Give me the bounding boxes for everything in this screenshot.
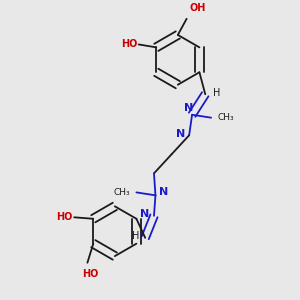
Text: N: N — [176, 129, 185, 139]
Text: OH: OH — [190, 3, 206, 13]
Text: CH₃: CH₃ — [113, 188, 130, 197]
Text: H: H — [213, 88, 220, 98]
Text: HO: HO — [82, 268, 98, 279]
Text: N: N — [140, 209, 150, 219]
Text: CH₃: CH₃ — [218, 113, 234, 122]
Text: N: N — [159, 188, 168, 197]
Text: HO: HO — [121, 39, 137, 50]
Text: N: N — [184, 103, 194, 113]
Text: HO: HO — [56, 212, 73, 222]
Text: H: H — [132, 231, 139, 241]
